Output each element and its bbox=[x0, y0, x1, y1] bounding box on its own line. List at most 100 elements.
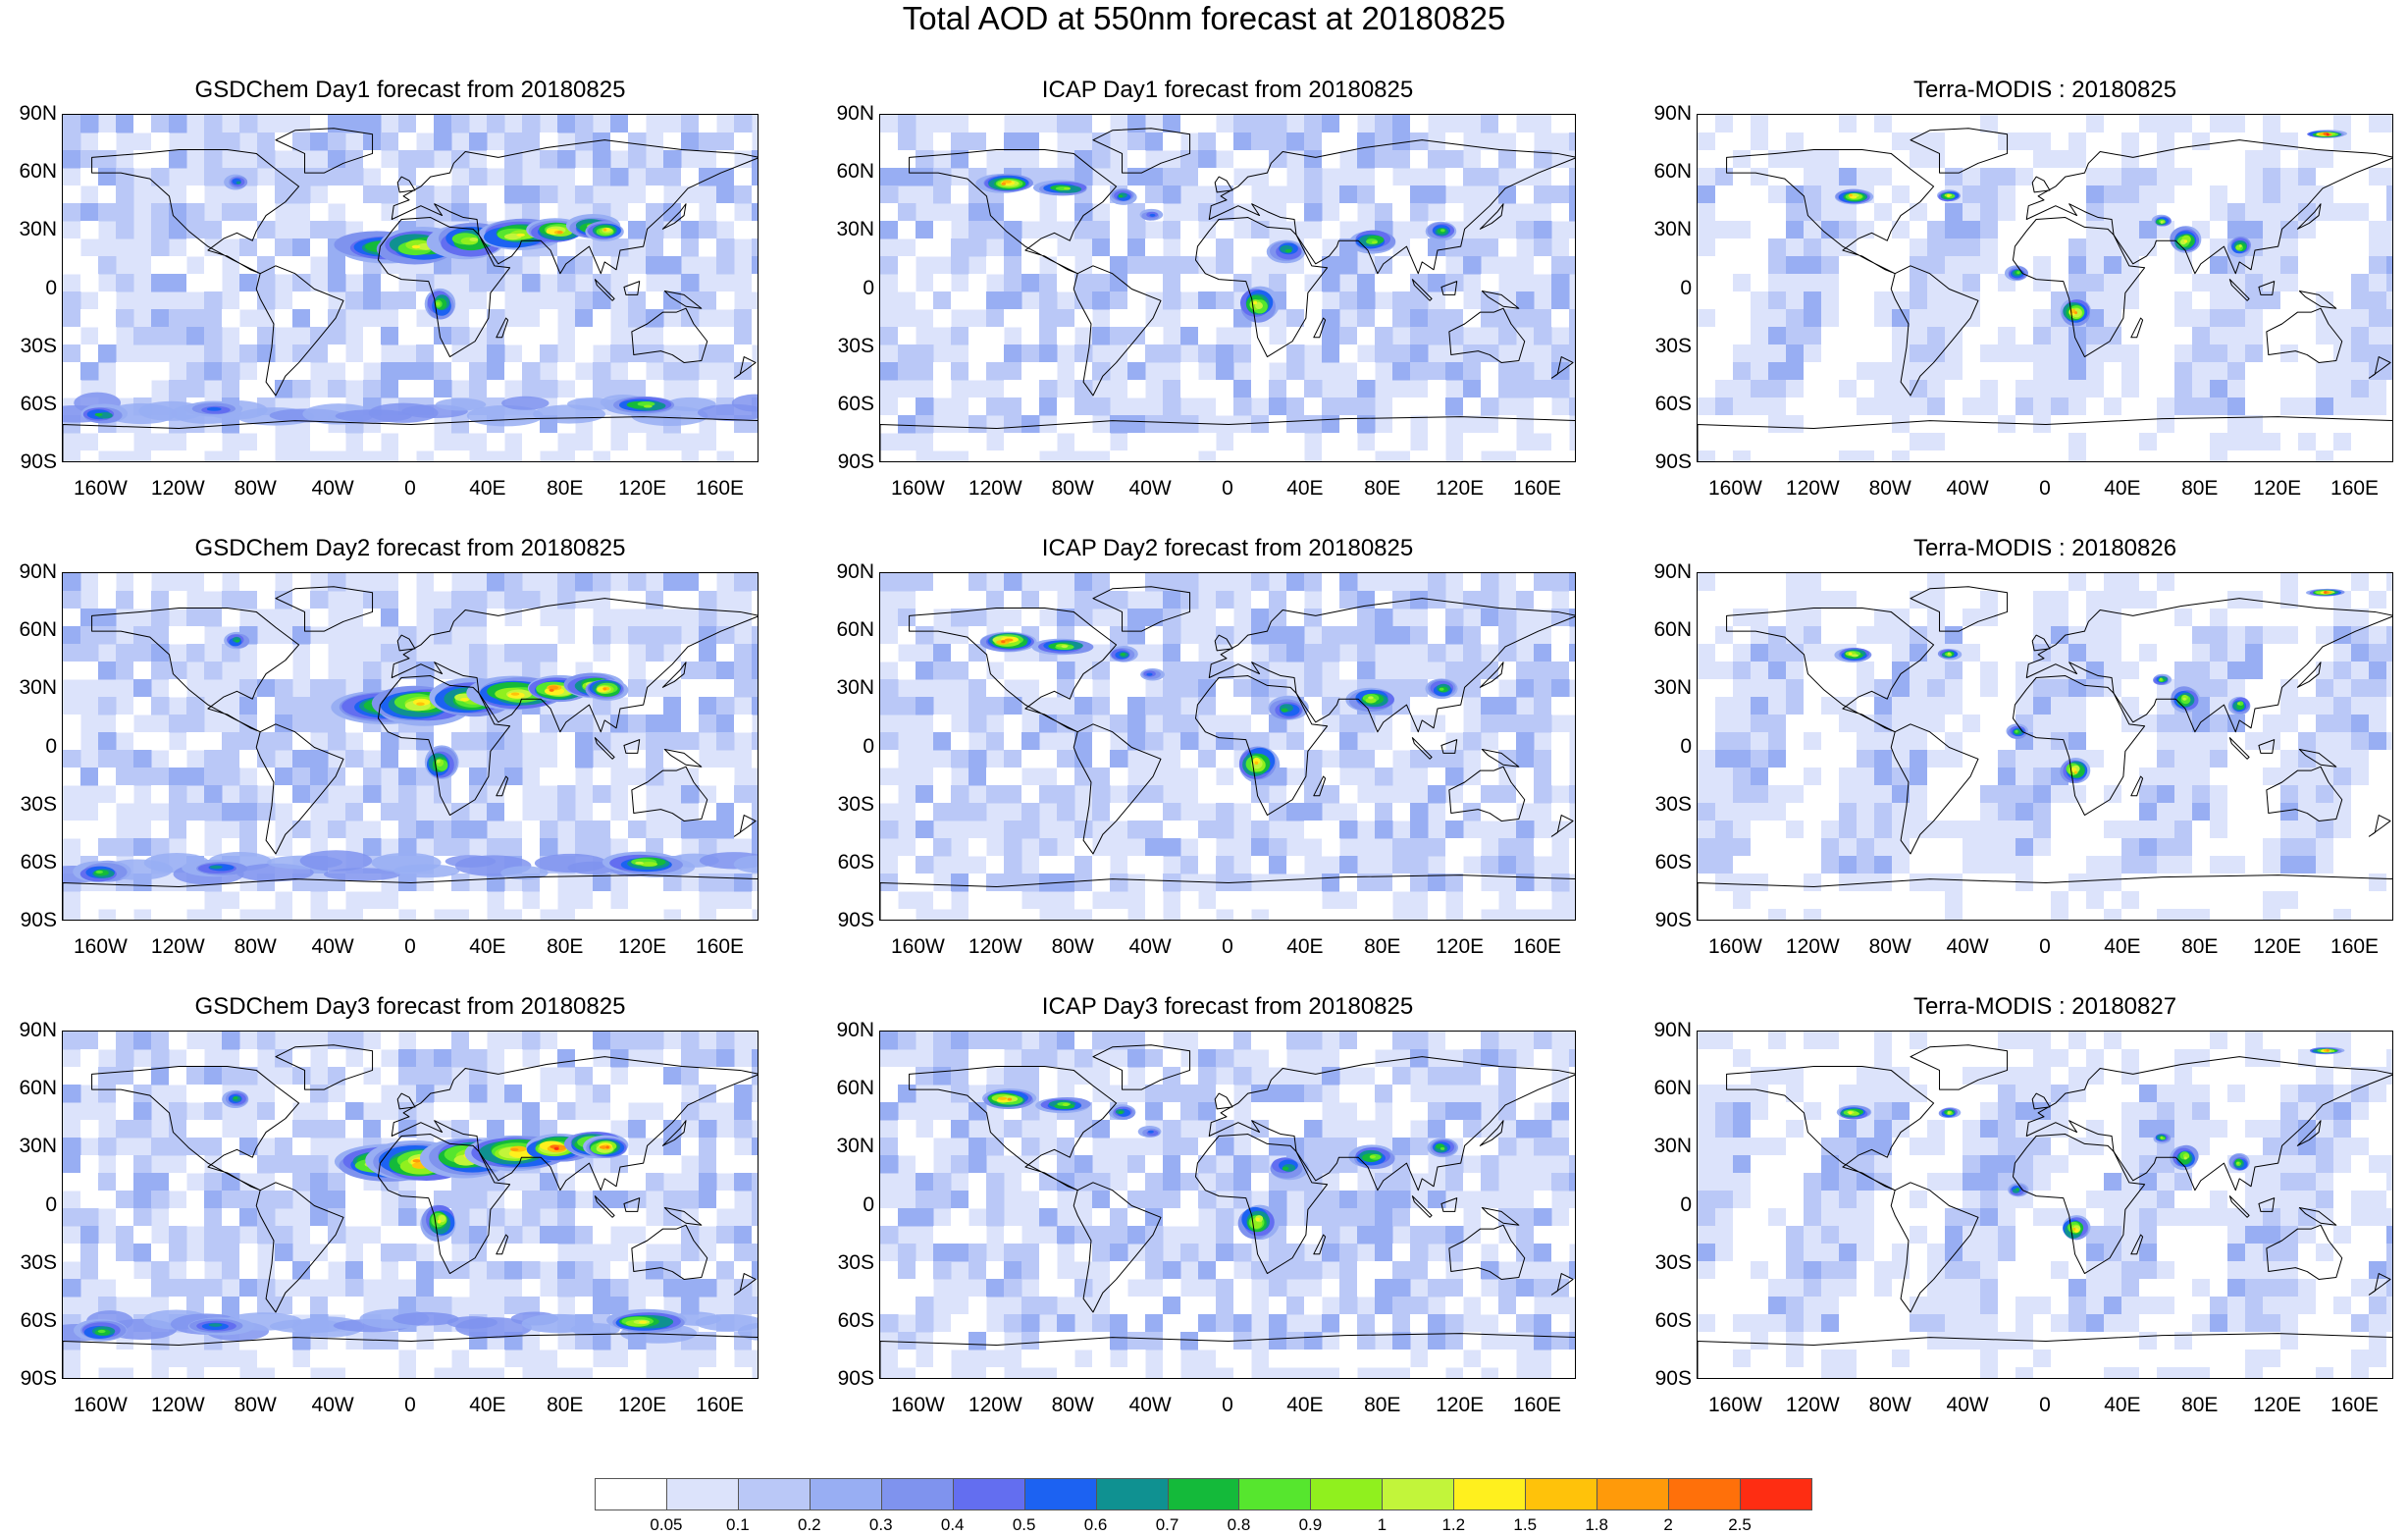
coastline bbox=[1550, 815, 1574, 837]
coastline bbox=[275, 1044, 374, 1090]
lon-tick-label: 80E bbox=[2181, 1394, 2219, 1416]
coastline bbox=[1313, 317, 1327, 339]
coastline bbox=[63, 874, 758, 920]
lon-tick-label: 80W bbox=[1868, 1394, 1911, 1416]
coastline bbox=[2130, 775, 2144, 797]
lon-tick-label: 120W bbox=[150, 1394, 205, 1416]
lon-tick-label: 0 bbox=[404, 935, 416, 958]
lon-tick-label: 160W bbox=[1708, 477, 1762, 500]
lon-tick-label: 40E bbox=[469, 477, 506, 500]
coastline bbox=[661, 1120, 687, 1146]
map-frame bbox=[62, 572, 759, 921]
lon-tick-label: 120W bbox=[1785, 1394, 1840, 1416]
coastline bbox=[496, 317, 509, 339]
lat-tick-label: 30S bbox=[837, 792, 874, 816]
coastline bbox=[1440, 739, 1458, 754]
lat-tick-label: 60N bbox=[1653, 1077, 1692, 1100]
lat-tick-label: 0 bbox=[1680, 734, 1692, 758]
map-panel: Terra-MODIS : 20180826 90N 60N 30N 0 30S 60S 90… bbox=[1635, 535, 2393, 977]
lat-tick-label: 90S bbox=[1654, 909, 1692, 931]
colorbar-swatch bbox=[1023, 1478, 1097, 1510]
lon-tick-label: 120W bbox=[968, 935, 1022, 958]
lat-tick-label: 90S bbox=[20, 450, 57, 473]
coastline bbox=[1208, 598, 1575, 733]
colorbar-swatch bbox=[595, 1478, 667, 1510]
lon-tick-label: 160W bbox=[891, 935, 945, 958]
coastline bbox=[1726, 1066, 1935, 1192]
lon-tick-label: 120E bbox=[1436, 935, 1485, 958]
lon-tick-label: 120E bbox=[2253, 477, 2302, 500]
coastline bbox=[623, 281, 641, 295]
coastline bbox=[661, 203, 687, 230]
coastline bbox=[663, 290, 703, 309]
lat-tick-label: 60N bbox=[1653, 618, 1692, 642]
lat-tick-label: 30N bbox=[19, 676, 57, 700]
lat-tick-label: 90N bbox=[19, 1019, 57, 1041]
coastline bbox=[1479, 1120, 1504, 1146]
coastline bbox=[1194, 675, 1329, 817]
coastline bbox=[2368, 1273, 2391, 1296]
lon-tick-label: 160W bbox=[891, 1394, 945, 1416]
coastline bbox=[1726, 608, 1935, 733]
lat-tick-label: 0 bbox=[863, 276, 874, 299]
colorbar-tick-label: 0.6 bbox=[1083, 1515, 1108, 1534]
lat-tick-label: 90S bbox=[20, 909, 57, 931]
coastline bbox=[663, 1206, 703, 1226]
coastline bbox=[594, 737, 615, 760]
coastline bbox=[594, 1195, 615, 1218]
coastline bbox=[63, 1333, 758, 1378]
coastline bbox=[1208, 139, 1575, 275]
coastline bbox=[1481, 290, 1520, 309]
map-panel: Terra-MODIS : 20180827 90N 60N 30N 0 30S 60S 90… bbox=[1635, 993, 2393, 1435]
lon-tick-label: 160E bbox=[2330, 935, 2380, 958]
coastline bbox=[1411, 1195, 1433, 1218]
coastline bbox=[663, 748, 703, 768]
coastline bbox=[2031, 634, 2051, 652]
lat-tick-label: 60S bbox=[1654, 392, 1692, 415]
coastline bbox=[2012, 217, 2146, 358]
lon-tick-label: 160W bbox=[74, 477, 128, 500]
coastline bbox=[880, 416, 1575, 461]
lat-tick-label: 60N bbox=[836, 618, 874, 642]
map-frame bbox=[62, 114, 759, 462]
lat-tick-label: 30N bbox=[1653, 676, 1692, 700]
lon-tick-label: 0 bbox=[1222, 1394, 1233, 1416]
lat-tick-label: 90N bbox=[19, 560, 57, 583]
lat-tick-label: 30S bbox=[20, 1250, 57, 1274]
colorbar-swatch bbox=[1095, 1478, 1169, 1510]
map-panel: GSDChem Day2 forecast from 20180825 90N 60… bbox=[0, 535, 759, 977]
coastline bbox=[2025, 139, 2392, 275]
coastline bbox=[2258, 281, 2276, 295]
lon-tick-label: 80W bbox=[1868, 477, 1911, 500]
map-panel: ICAP Day2 forecast from 20180825 90N 60N 30… bbox=[817, 535, 1576, 977]
lon-tick-label: 80W bbox=[234, 1394, 277, 1416]
coastline bbox=[63, 416, 758, 461]
coastline bbox=[2266, 1224, 2343, 1280]
map-frame bbox=[62, 1031, 759, 1379]
coastline bbox=[2266, 766, 2343, 821]
lat-tick-label: 0 bbox=[863, 734, 874, 758]
coastline bbox=[2298, 748, 2337, 768]
lon-tick-label: 0 bbox=[1222, 935, 1233, 958]
coastline bbox=[1073, 1182, 1162, 1313]
coastline bbox=[2025, 598, 2392, 733]
coastline bbox=[275, 128, 374, 174]
coastline bbox=[2031, 1092, 2051, 1110]
lat-tick-label: 0 bbox=[863, 1192, 874, 1216]
map-panel: GSDChem Day3 forecast from 20180825 90N 60… bbox=[0, 993, 759, 1435]
coastline bbox=[909, 1066, 1118, 1192]
coastline bbox=[255, 1182, 344, 1313]
lat-tick-label: 30N bbox=[1653, 1135, 1692, 1158]
lon-tick-label: 0 bbox=[1222, 477, 1233, 500]
lon-tick-label: 0 bbox=[404, 1394, 416, 1416]
coastline bbox=[2296, 1120, 2322, 1146]
panel-title: GSDChem Day3 forecast from 20180825 bbox=[194, 993, 626, 1020]
lon-tick-label: 80E bbox=[1364, 1394, 1401, 1416]
coastline bbox=[2012, 1134, 2146, 1275]
lon-tick-label: 80E bbox=[547, 935, 584, 958]
coastline bbox=[2228, 737, 2250, 760]
coastline bbox=[1448, 307, 1526, 363]
lon-tick-label: 80E bbox=[1364, 477, 1401, 500]
coastline bbox=[661, 662, 687, 688]
lat-tick-label: 90N bbox=[836, 102, 874, 125]
